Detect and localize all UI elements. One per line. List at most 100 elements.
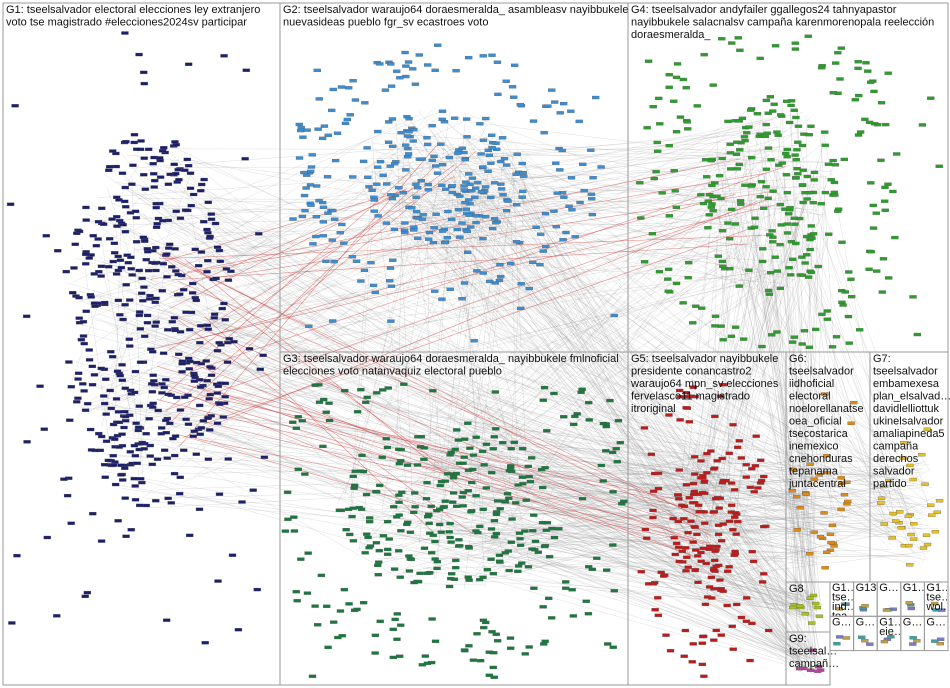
edge	[701, 528, 839, 557]
node	[294, 415, 302, 419]
edge	[404, 487, 808, 595]
node	[140, 156, 148, 160]
node	[391, 162, 399, 166]
node	[121, 230, 130, 234]
node	[204, 258, 212, 263]
node	[854, 60, 862, 64]
edge	[456, 517, 692, 580]
node	[540, 642, 548, 646]
edge	[506, 153, 711, 470]
node	[776, 202, 784, 207]
node	[828, 345, 837, 349]
node	[652, 170, 660, 174]
node	[510, 63, 519, 67]
node	[709, 510, 718, 514]
node	[740, 135, 749, 139]
node	[315, 383, 323, 387]
edge	[460, 167, 906, 452]
node	[709, 83, 717, 87]
edge	[204, 316, 435, 534]
node	[695, 503, 703, 507]
node	[827, 178, 835, 182]
node	[424, 188, 433, 192]
node	[536, 262, 544, 267]
node	[899, 456, 907, 460]
node	[717, 588, 725, 592]
node	[864, 69, 872, 73]
node	[814, 664, 823, 669]
node	[126, 450, 135, 454]
edge	[475, 164, 751, 571]
edge	[438, 170, 710, 604]
node	[758, 259, 767, 264]
node	[376, 160, 385, 164]
node	[204, 231, 212, 235]
edge	[225, 160, 457, 244]
edge	[441, 211, 520, 546]
edge	[198, 378, 732, 542]
node	[186, 171, 195, 175]
node	[711, 414, 719, 419]
node	[462, 207, 471, 211]
node	[759, 206, 768, 210]
node	[298, 419, 306, 423]
edge	[681, 480, 803, 659]
edge	[163, 372, 814, 476]
node	[295, 156, 304, 160]
edge	[152, 189, 406, 266]
node	[783, 155, 791, 159]
node	[100, 300, 109, 305]
node	[121, 303, 129, 307]
node	[649, 508, 657, 513]
node	[762, 98, 771, 103]
node	[708, 183, 716, 188]
edge	[208, 239, 749, 407]
node	[587, 148, 595, 152]
node	[138, 276, 146, 281]
small-group-label: G…	[832, 617, 852, 629]
node	[758, 580, 767, 584]
node	[513, 203, 521, 207]
node	[401, 230, 409, 235]
node	[756, 194, 764, 199]
node	[465, 213, 473, 217]
node	[319, 397, 328, 402]
node	[640, 426, 649, 430]
node	[397, 623, 405, 627]
edge	[383, 236, 759, 526]
node	[570, 422, 578, 427]
node	[754, 486, 762, 490]
edge	[539, 253, 745, 553]
node	[649, 489, 658, 493]
small-group-box	[923, 615, 949, 652]
node	[357, 279, 365, 283]
node	[340, 587, 349, 592]
node	[809, 201, 817, 205]
node	[162, 378, 170, 382]
node	[105, 168, 113, 173]
node	[451, 565, 460, 570]
node	[430, 226, 438, 230]
node	[671, 189, 679, 193]
edge	[420, 537, 692, 578]
edge	[506, 165, 742, 286]
edge	[812, 173, 900, 464]
node	[620, 499, 628, 503]
edge	[685, 187, 715, 494]
node	[746, 485, 754, 489]
node	[343, 117, 352, 122]
edge	[497, 512, 922, 529]
node	[778, 161, 786, 165]
node	[921, 482, 929, 486]
edge	[758, 232, 818, 656]
node	[717, 539, 726, 543]
group-label: amaliapineda5	[873, 428, 945, 440]
edge	[716, 248, 795, 667]
edge	[437, 454, 698, 531]
node	[488, 53, 496, 57]
node	[385, 537, 393, 541]
node	[105, 237, 114, 241]
node	[453, 227, 461, 232]
edge	[408, 228, 705, 509]
edge	[394, 216, 678, 547]
